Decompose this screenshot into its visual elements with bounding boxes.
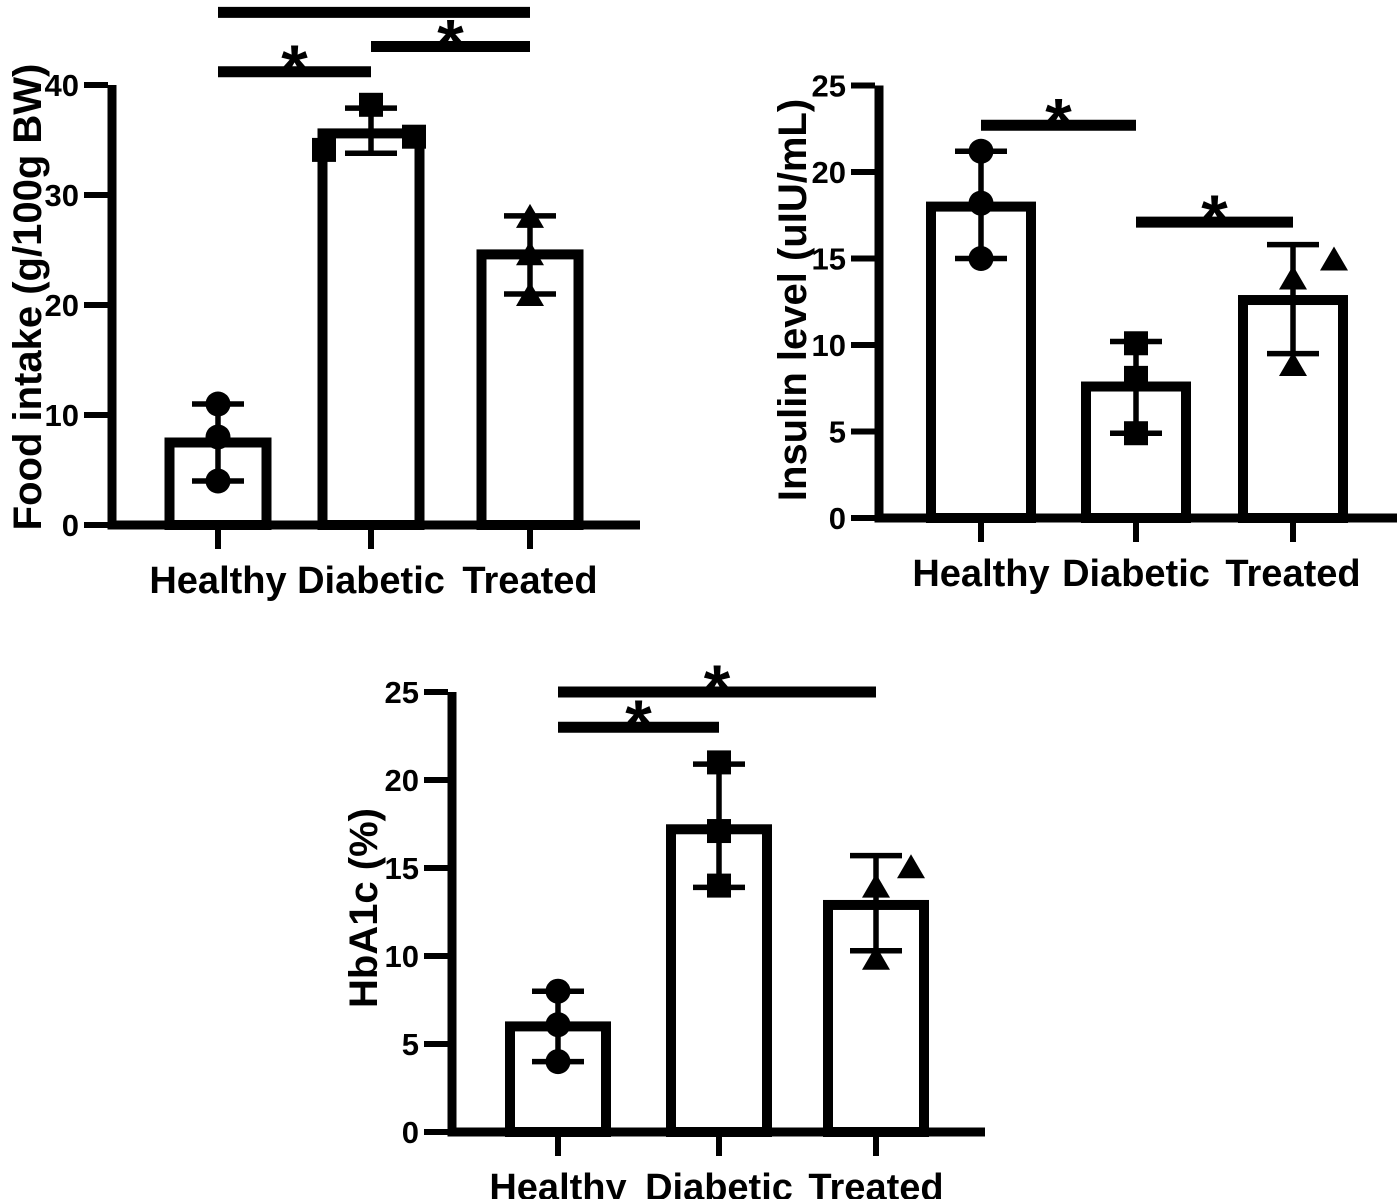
insulin-level-x-label-treated: Treated: [1225, 553, 1360, 595]
food-intake-point-treated-2: [516, 241, 544, 266]
insulin-level-sig-star-diabetic-treated: *: [1201, 181, 1228, 257]
food-intake-y-tick-label: 0: [62, 508, 79, 543]
hba1c-point-diabetic-3: [707, 750, 731, 775]
insulin-level-y-tick-label: 15: [812, 242, 846, 277]
food-intake-sig-star-healthy-diabetic: *: [281, 31, 308, 107]
food-intake-y-tick-label: 40: [45, 68, 79, 103]
insulin-level-y-tick-label: 25: [812, 69, 846, 104]
hba1c-sig-star-healthy-diabetic: *: [625, 686, 652, 762]
hba1c-bar-treated: [823, 899, 929, 1138]
hba1c-y-tick-label: 15: [385, 851, 419, 886]
food-intake-point-diabetic-3: [359, 92, 383, 117]
insulin-level-x-label-healthy: Healthy: [912, 553, 1049, 595]
food-intake-point-healthy-1: [205, 468, 231, 494]
hba1c-point-treated-2: [862, 873, 890, 898]
insulin-level-y-tick-label: 10: [812, 328, 846, 363]
insulin-level-point-diabetic-3: [1124, 331, 1148, 356]
food-intake-x-label-treated: Treated: [462, 560, 597, 602]
y-axis-title-food-intake: Food intake (g/100g BW): [6, 64, 50, 531]
hba1c-point-diabetic-2: [707, 819, 731, 844]
chart-hba1c: HbA1c (%) 0 5 10 15 20 25 Healthy Diabetic Treat…: [342, 651, 985, 1199]
insulin-level-y-tick-label: 20: [812, 155, 846, 190]
hba1c-point-treated-1: [862, 945, 890, 970]
insulin-level-point-treated-2: [1279, 265, 1307, 290]
hba1c-point-diabetic-1: [707, 873, 731, 898]
food-intake-bar-diabetic: [317, 128, 425, 530]
food-intake-x-label-healthy: Healthy: [149, 560, 286, 602]
hba1c-y-tick-label: 25: [385, 675, 419, 710]
food-intake-point-treated-3: [516, 203, 544, 228]
food-intake-point-diabetic-1: [312, 137, 336, 162]
insulin-level-y-tick-label: 5: [829, 415, 846, 450]
insulin-level-point-healthy-1: [968, 246, 994, 271]
insulin-level-y-tick-label: 0: [829, 501, 846, 536]
hba1c-x-label-diabetic: Diabetic: [645, 1167, 793, 1199]
food-intake-point-diabetic-2: [402, 124, 426, 149]
hba1c-sig-star-healthy-treated: *: [704, 651, 731, 727]
hba1c-point-healthy-1: [545, 1049, 571, 1075]
insulin-level-point-diabetic-1: [1124, 421, 1148, 446]
hba1c-y-tick-label: 10: [385, 939, 419, 974]
y-axis-title-hba1c: HbA1c (%): [342, 808, 386, 1008]
hba1c-point-healthy-3: [545, 978, 571, 1004]
food-intake-x-label-diabetic: Diabetic: [297, 560, 445, 602]
y-axis-title-insulin-level: Insulin level (uIU/mL): [771, 99, 815, 501]
insulin-level-point-treated-3: [1320, 246, 1348, 271]
chart-food-intake: Food intake (g/100g BW) 0 10 20 30 40 Healthy…: [6, 6, 640, 602]
insulin-level-point-healthy-3: [968, 138, 994, 164]
hba1c-x-label-treated: Treated: [808, 1167, 943, 1199]
insulin-level-point-diabetic-2: [1124, 365, 1148, 390]
food-intake-point-healthy-3: [205, 391, 231, 417]
food-intake-sig-star-diabetic-treated: *: [437, 6, 464, 82]
hba1c-point-healthy-2: [545, 1012, 571, 1038]
hba1c-y-tick-label: 5: [402, 1027, 419, 1062]
insulin-level-point-treated-1: [1279, 352, 1307, 377]
insulin-level-sig-star-healthy-diabetic: *: [1045, 84, 1072, 160]
hba1c-y-tick-label: 20: [385, 763, 419, 798]
hba1c-x-label-healthy: Healthy: [489, 1167, 626, 1199]
food-intake-y-tick-label: 30: [45, 178, 79, 213]
hba1c-point-treated-3: [897, 854, 925, 879]
hba1c-y-tick-label: 0: [402, 1115, 419, 1150]
food-intake-point-treated-1: [516, 282, 544, 306]
insulin-level-x-label-diabetic: Diabetic: [1062, 553, 1210, 595]
chart-insulin-level: Insulin level (uIU/mL) 0 5 10 15 20 25 Healthy…: [771, 69, 1397, 595]
food-intake-point-healthy-2: [205, 424, 231, 450]
food-intake-y-tick-label: 20: [45, 288, 79, 323]
food-intake-y-tick-label: 10: [45, 398, 79, 433]
insulin-level-point-healthy-2: [968, 190, 994, 216]
